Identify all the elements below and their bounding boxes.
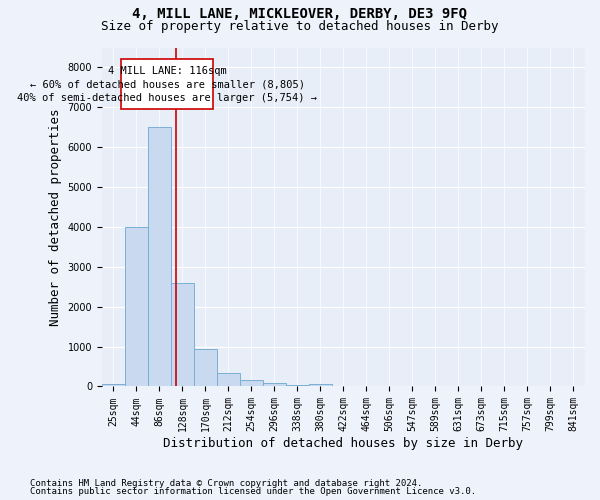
Bar — [263, 384, 286, 386]
Text: Size of property relative to detached houses in Derby: Size of property relative to detached ho… — [101, 20, 499, 33]
Bar — [148, 128, 171, 386]
X-axis label: Distribution of detached houses by size in Derby: Distribution of detached houses by size … — [163, 437, 523, 450]
Y-axis label: Number of detached properties: Number of detached properties — [49, 108, 62, 326]
Bar — [171, 283, 194, 387]
Bar — [309, 384, 332, 386]
Bar — [240, 380, 263, 386]
Text: 4 MILL LANE: 116sqm
← 60% of detached houses are smaller (8,805)
40% of semi-det: 4 MILL LANE: 116sqm ← 60% of detached ho… — [17, 66, 317, 102]
FancyBboxPatch shape — [121, 60, 214, 110]
Text: Contains public sector information licensed under the Open Government Licence v3: Contains public sector information licen… — [30, 487, 476, 496]
Text: 4, MILL LANE, MICKLEOVER, DERBY, DE3 9FQ: 4, MILL LANE, MICKLEOVER, DERBY, DE3 9FQ — [133, 8, 467, 22]
Bar — [102, 384, 125, 386]
Text: Contains HM Land Registry data © Crown copyright and database right 2024.: Contains HM Land Registry data © Crown c… — [30, 478, 422, 488]
Bar — [217, 372, 240, 386]
Bar — [194, 348, 217, 387]
Bar — [125, 227, 148, 386]
